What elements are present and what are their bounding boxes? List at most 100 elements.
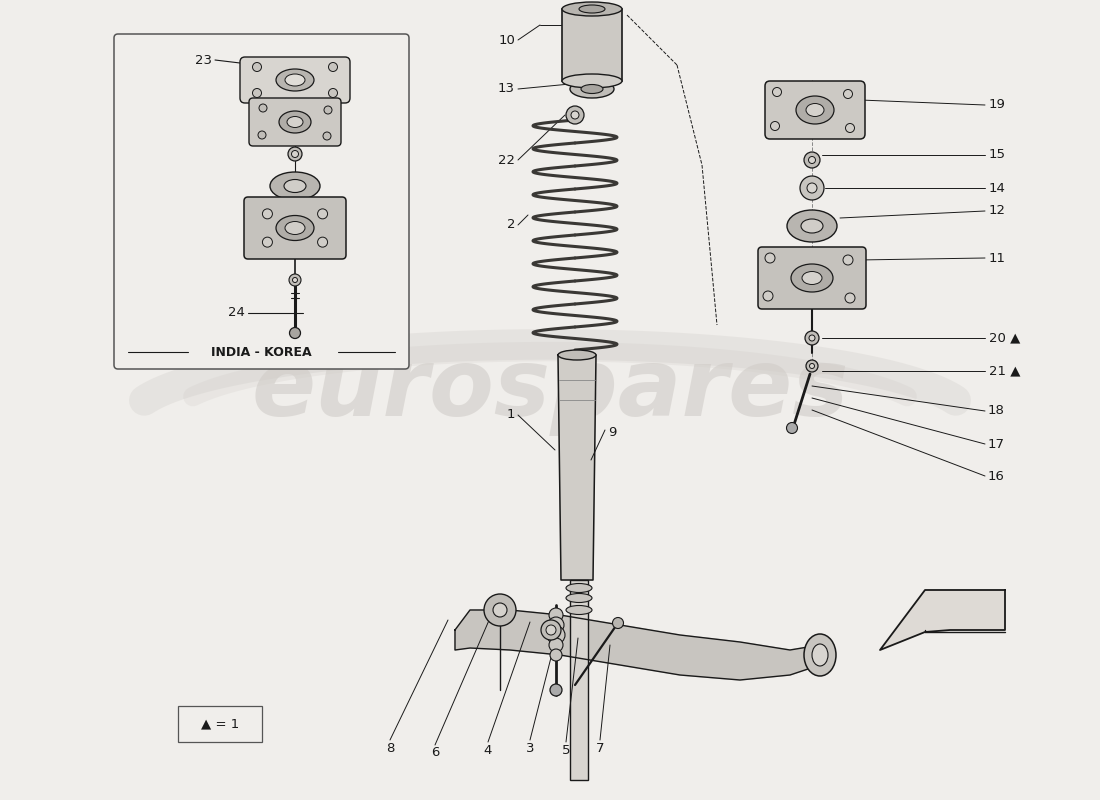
Text: 10: 10 xyxy=(498,34,515,46)
Ellipse shape xyxy=(812,644,828,666)
Text: 6: 6 xyxy=(431,746,439,759)
Ellipse shape xyxy=(566,606,592,614)
Text: ▲ = 1: ▲ = 1 xyxy=(201,718,239,730)
Circle shape xyxy=(546,625,556,635)
Text: 2: 2 xyxy=(506,218,515,231)
Circle shape xyxy=(258,131,266,139)
Ellipse shape xyxy=(558,350,596,360)
Circle shape xyxy=(289,327,300,338)
Circle shape xyxy=(805,331,820,345)
Polygon shape xyxy=(558,355,596,580)
Circle shape xyxy=(289,274,301,286)
Circle shape xyxy=(548,617,564,633)
Bar xyxy=(562,9,622,81)
Ellipse shape xyxy=(801,219,823,233)
FancyBboxPatch shape xyxy=(114,34,409,369)
Circle shape xyxy=(571,111,579,119)
Circle shape xyxy=(550,649,562,661)
Circle shape xyxy=(493,603,507,617)
Circle shape xyxy=(846,123,855,133)
Circle shape xyxy=(541,620,561,640)
Ellipse shape xyxy=(287,117,303,127)
Circle shape xyxy=(550,684,562,696)
Circle shape xyxy=(324,106,332,114)
FancyBboxPatch shape xyxy=(244,197,346,259)
Circle shape xyxy=(806,360,818,372)
Text: 12: 12 xyxy=(989,205,1006,218)
FancyBboxPatch shape xyxy=(249,98,341,146)
Circle shape xyxy=(800,176,824,200)
Circle shape xyxy=(810,363,814,369)
Ellipse shape xyxy=(270,172,320,200)
Circle shape xyxy=(804,152,820,168)
Ellipse shape xyxy=(581,85,603,94)
Text: 3: 3 xyxy=(526,742,535,754)
Circle shape xyxy=(763,291,773,301)
Ellipse shape xyxy=(285,74,305,86)
Circle shape xyxy=(263,209,273,219)
Text: 19: 19 xyxy=(989,98,1005,111)
Circle shape xyxy=(323,132,331,140)
Circle shape xyxy=(808,335,815,341)
Polygon shape xyxy=(455,610,820,680)
Ellipse shape xyxy=(806,103,824,117)
Circle shape xyxy=(764,253,776,263)
Circle shape xyxy=(807,183,817,193)
FancyBboxPatch shape xyxy=(240,57,350,103)
Text: INDIA - KOREA: INDIA - KOREA xyxy=(211,346,311,358)
Ellipse shape xyxy=(276,215,314,241)
Circle shape xyxy=(263,237,273,247)
Text: 8: 8 xyxy=(386,742,394,754)
Ellipse shape xyxy=(786,210,837,242)
Circle shape xyxy=(484,594,516,626)
FancyBboxPatch shape xyxy=(758,247,866,309)
Text: 9: 9 xyxy=(608,426,616,438)
Circle shape xyxy=(318,209,328,219)
Circle shape xyxy=(549,608,563,622)
Circle shape xyxy=(613,618,624,629)
Circle shape xyxy=(772,87,781,97)
FancyBboxPatch shape xyxy=(178,706,262,742)
Text: 17: 17 xyxy=(988,438,1005,450)
Text: eurospares: eurospares xyxy=(251,344,849,436)
Circle shape xyxy=(329,89,338,98)
Ellipse shape xyxy=(791,264,833,292)
Text: 4: 4 xyxy=(484,743,492,757)
Circle shape xyxy=(329,62,338,71)
Ellipse shape xyxy=(796,96,834,124)
Circle shape xyxy=(786,422,798,434)
Ellipse shape xyxy=(562,74,622,88)
Text: 13: 13 xyxy=(498,82,515,95)
Text: 16: 16 xyxy=(988,470,1005,482)
Circle shape xyxy=(258,104,267,112)
Text: 23: 23 xyxy=(195,54,212,66)
Circle shape xyxy=(292,150,298,158)
Ellipse shape xyxy=(562,2,622,16)
FancyBboxPatch shape xyxy=(764,81,865,139)
Ellipse shape xyxy=(566,594,592,602)
Ellipse shape xyxy=(279,111,311,133)
Circle shape xyxy=(566,106,584,124)
Ellipse shape xyxy=(579,5,605,13)
Circle shape xyxy=(549,638,563,652)
Text: 15: 15 xyxy=(989,149,1006,162)
Text: 21 ▲: 21 ▲ xyxy=(989,365,1021,378)
Text: 1: 1 xyxy=(506,409,515,422)
Text: 11: 11 xyxy=(989,251,1006,265)
Circle shape xyxy=(288,147,302,161)
Ellipse shape xyxy=(570,80,614,98)
Ellipse shape xyxy=(566,583,592,593)
Circle shape xyxy=(293,278,297,282)
Text: 5: 5 xyxy=(562,743,570,757)
Circle shape xyxy=(318,237,328,247)
Circle shape xyxy=(770,122,780,130)
Ellipse shape xyxy=(802,271,822,285)
Text: 18: 18 xyxy=(988,405,1005,418)
Circle shape xyxy=(844,90,852,98)
Circle shape xyxy=(845,293,855,303)
Circle shape xyxy=(843,255,852,265)
Polygon shape xyxy=(880,590,1005,650)
Ellipse shape xyxy=(276,69,314,91)
Circle shape xyxy=(253,62,262,71)
Text: 7: 7 xyxy=(596,742,604,754)
